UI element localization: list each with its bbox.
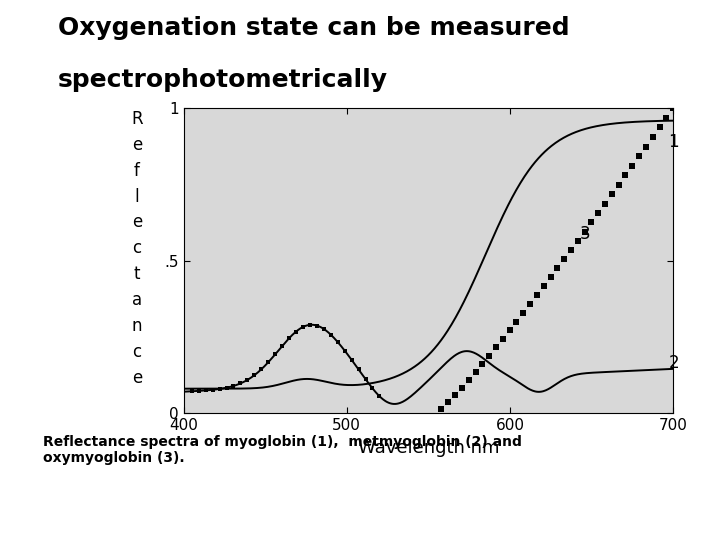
Point — [221, 383, 233, 392]
Text: f: f — [134, 161, 140, 180]
Text: e: e — [132, 369, 142, 387]
Point — [269, 350, 281, 359]
Text: Oxygenation state can be measured: Oxygenation state can be measured — [58, 16, 570, 40]
Point — [325, 330, 336, 339]
Point — [360, 375, 372, 383]
Point — [524, 300, 536, 308]
Point — [207, 386, 218, 394]
Text: e: e — [132, 136, 142, 154]
Point — [640, 143, 652, 151]
Point — [469, 368, 481, 376]
Point — [647, 133, 659, 141]
Point — [339, 346, 351, 355]
Point — [283, 334, 294, 342]
X-axis label: Wavelength nm: Wavelength nm — [358, 438, 499, 456]
Text: 2: 2 — [668, 354, 679, 373]
Point — [579, 227, 590, 236]
Text: a: a — [132, 291, 142, 309]
Point — [242, 376, 253, 384]
Point — [456, 383, 468, 392]
Point — [436, 404, 447, 413]
Text: e: e — [132, 213, 142, 232]
Text: Reflectance spectra of myoglobin (1),  metmyoglobin (2) and
oxymyoglobin (3).: Reflectance spectra of myoglobin (1), me… — [43, 435, 522, 465]
Point — [572, 237, 583, 245]
Point — [193, 387, 204, 395]
Point — [353, 365, 364, 374]
Point — [186, 387, 197, 396]
Point — [654, 123, 665, 132]
Point — [214, 384, 225, 393]
Text: n: n — [132, 317, 142, 335]
Point — [276, 342, 288, 350]
Point — [477, 360, 488, 368]
Point — [346, 355, 357, 364]
Point — [585, 218, 597, 227]
Point — [545, 273, 557, 282]
Point — [599, 199, 611, 208]
Point — [256, 365, 267, 374]
Point — [490, 343, 502, 352]
Point — [248, 371, 260, 380]
Point — [620, 171, 631, 180]
Text: 1: 1 — [668, 133, 679, 151]
Point — [565, 246, 577, 254]
Text: t: t — [133, 265, 140, 284]
Point — [661, 113, 672, 122]
Point — [463, 376, 474, 384]
Point — [531, 291, 543, 300]
Point — [228, 382, 239, 390]
Point — [311, 321, 323, 330]
Point — [200, 386, 212, 395]
Text: c: c — [132, 239, 141, 258]
Point — [263, 358, 274, 367]
Text: spectrophotometrically: spectrophotometrically — [58, 68, 387, 91]
Point — [559, 255, 570, 264]
Point — [332, 338, 343, 346]
Point — [297, 322, 309, 331]
Text: c: c — [132, 343, 141, 361]
Point — [667, 104, 679, 112]
Point — [613, 180, 624, 189]
Point — [304, 321, 315, 329]
Point — [606, 190, 618, 199]
Point — [504, 326, 516, 335]
Point — [318, 325, 330, 333]
Point — [593, 208, 604, 217]
Text: l: l — [135, 187, 139, 206]
Point — [366, 384, 378, 393]
Text: 3: 3 — [580, 225, 591, 243]
Point — [510, 318, 522, 326]
Point — [483, 352, 495, 360]
Point — [449, 391, 461, 400]
Text: R: R — [131, 110, 143, 128]
Point — [443, 398, 454, 407]
Point — [290, 327, 302, 336]
Point — [497, 335, 508, 343]
Point — [518, 309, 529, 318]
Point — [626, 161, 638, 170]
Point — [374, 392, 385, 401]
Point — [634, 152, 645, 160]
Point — [538, 282, 549, 291]
Point — [235, 379, 246, 388]
Point — [552, 264, 563, 273]
